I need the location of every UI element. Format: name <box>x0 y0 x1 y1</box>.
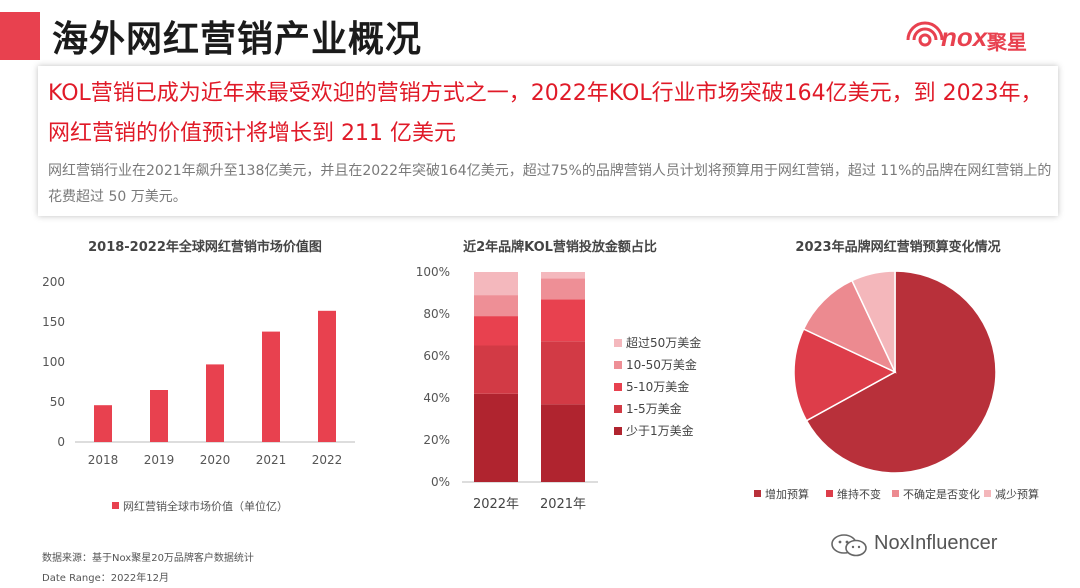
y-tick-label: 60% <box>423 349 450 363</box>
segment-5-10万美金 <box>541 299 585 342</box>
y-tick-label: 0% <box>431 475 450 489</box>
page-title: 海外网红营销产业概况 <box>52 19 423 60</box>
legend-label: 不确定是否变化 <box>903 487 980 501</box>
summary-description: 网红营销行业在2021年飙升至138亿美元，并且在2022年突破164亿美元，超… <box>48 163 1052 205</box>
y-tick-label: 100% <box>416 265 450 279</box>
segment-10-50万美金 <box>541 278 585 300</box>
legend-label: 1-5万美金 <box>626 401 682 416</box>
x-tick-label: 2022 <box>312 453 343 467</box>
legend-swatch <box>614 383 622 391</box>
x-tick-label: 2020 <box>200 453 231 467</box>
legend-label: 维持不变 <box>837 487 881 501</box>
bar-2022 <box>318 310 336 442</box>
legend-swatch <box>112 502 119 509</box>
bar-2018 <box>94 405 112 442</box>
bar-2019 <box>150 390 168 442</box>
legend-swatch <box>984 490 991 497</box>
segment-1-5万美金 <box>474 345 518 394</box>
segment-超过50万美金 <box>541 272 585 279</box>
y-tick-label: 50 <box>50 395 65 409</box>
legend-swatch <box>754 490 761 497</box>
segment-10-50万美金 <box>474 295 518 317</box>
y-tick-label: 80% <box>423 307 450 321</box>
x-tick-label: 2021年 <box>540 497 586 512</box>
segment-少于1万美金 <box>541 404 585 482</box>
x-tick-label: 2021 <box>256 453 287 467</box>
legend-swatch <box>614 339 622 347</box>
legend-label: 10-50万美金 <box>626 357 697 372</box>
signal-icon <box>906 21 944 47</box>
x-tick-label: 2019 <box>144 453 175 467</box>
data-source: 数据来源：基于Nox聚星20万品牌客户数据统计 <box>42 553 254 564</box>
logo-wordmark: nox <box>941 22 988 52</box>
logo-chinese: 聚星 <box>987 30 1027 54</box>
slice-增加预算 <box>805 270 997 474</box>
x-tick-label: 2018 <box>88 453 119 467</box>
x-tick-label: 2022年 <box>473 497 519 512</box>
segment-5-10万美金 <box>474 316 518 346</box>
chart1-title: 2018-2022年全球网红营销市场价值图 <box>88 240 322 255</box>
slice-减少预算 <box>850 270 896 373</box>
chart2-title: 近2年品牌KOL营销投放金额占比 <box>463 240 657 255</box>
legend-label: 5-10万美金 <box>626 379 689 394</box>
nox-logo: nox 聚星 <box>905 16 1045 60</box>
segment-少于1万美金 <box>474 393 518 482</box>
summary-headline: KOL营销已成为近年来最受欢迎的营销方式之一，2022年KOL行业市场突破164… <box>48 81 1043 146</box>
chart3-title: 2023年品牌网红营销预算变化情况 <box>795 240 1001 255</box>
market-value-bar-chart: 0 50 100 150 200 2018 2019 2020 2021 2022 网红营销全球市场… <box>42 275 355 513</box>
y-tick-label: 150 <box>42 315 65 329</box>
segment-1-5万美金 <box>541 341 585 405</box>
budget-change-pie-chart: 增加预算 维持不变 不确定是否变化 减少预算 <box>754 270 1039 501</box>
title-accent-bar <box>0 12 40 60</box>
y-tick-label: 100 <box>42 355 65 369</box>
y-tick-label: 20% <box>423 433 450 447</box>
legend-swatch <box>614 427 622 435</box>
bar-2020 <box>206 364 224 442</box>
slice-不确定是否变化 <box>802 279 897 374</box>
legend-label: 网红营销全球市场价值（单位亿） <box>123 499 288 513</box>
bar-2021 <box>262 331 280 442</box>
legend-swatch <box>614 405 622 413</box>
legend-swatch <box>826 490 833 497</box>
y-tick-label: 0 <box>57 435 65 449</box>
slice-维持不变 <box>793 327 897 422</box>
legend-label: 减少预算 <box>995 487 1039 501</box>
legend-swatch <box>892 490 899 497</box>
y-tick-label: 200 <box>42 275 65 289</box>
legend-label: 增加预算 <box>765 487 809 501</box>
legend-label: 少于1万美金 <box>626 423 694 438</box>
legend-label: 超过50万美金 <box>626 335 701 350</box>
watermark-text: NoxInfluencer <box>874 532 998 554</box>
kol-spend-stacked-chart: 0% 20% 40% 60% 80% 100% 2022年 2021年 超过50万美金 10-50… <box>416 265 702 512</box>
y-tick-label: 40% <box>423 391 450 405</box>
summary-box: KOL营销已成为近年来最受欢迎的营销方式之一，2022年KOL行业市场突破164… <box>38 66 1058 216</box>
segment-超过50万美金 <box>474 272 518 296</box>
legend-swatch <box>614 361 622 369</box>
wechat-icon <box>831 534 867 557</box>
date-range: Date Range：2022年12月 <box>42 573 169 584</box>
